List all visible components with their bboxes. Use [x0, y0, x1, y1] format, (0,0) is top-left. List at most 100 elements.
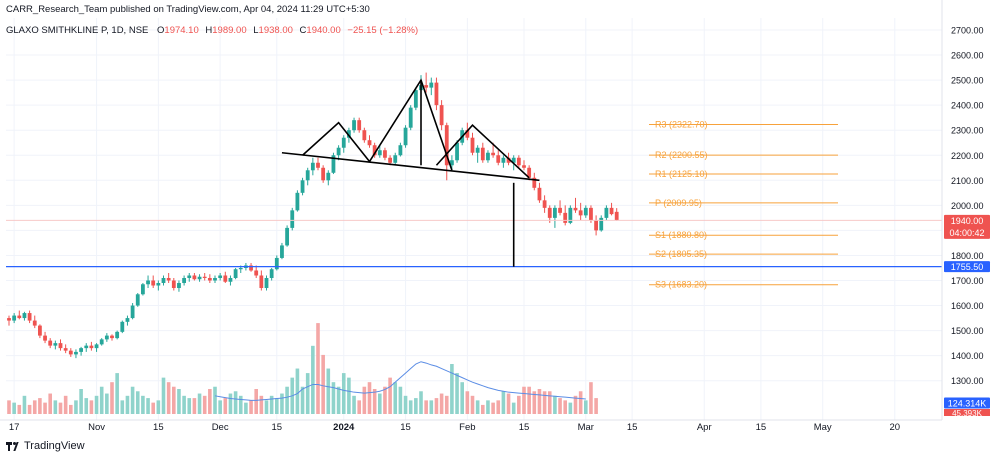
time-tick-label: 15: [400, 422, 411, 433]
candle-body: [53, 343, 58, 346]
time-tick-label: Nov: [88, 422, 105, 433]
volume-bar: [264, 400, 269, 414]
candle-body: [604, 207, 609, 218]
volume-bar: [434, 398, 439, 414]
volume-bar: [316, 323, 320, 414]
open-value: 1974.10: [164, 25, 199, 36]
time-tick-label: Apr: [697, 422, 712, 433]
chart-grid: [6, 18, 942, 420]
volume-bar: [89, 400, 94, 414]
volume-bar: [197, 393, 202, 414]
volume-bar: [357, 400, 361, 414]
candle-body: [532, 177, 537, 188]
volume-bar: [120, 400, 125, 414]
candle-body: [300, 180, 305, 193]
open-label: O: [157, 25, 165, 36]
price-tick-label: 2500.00: [951, 76, 984, 86]
volume-bar: [573, 395, 578, 414]
volume-bar: [300, 386, 305, 414]
volume-bar: [146, 398, 150, 414]
candle-body: [547, 207, 552, 218]
candle-body: [522, 165, 526, 168]
candle-body: [125, 318, 130, 322]
candle-body: [130, 305, 135, 319]
volume-bar: [151, 402, 155, 414]
candle-body: [177, 283, 181, 289]
volume-bar: [254, 389, 258, 414]
candle-body: [74, 351, 78, 355]
support-price-label: 1755.50: [951, 262, 984, 272]
candle-body: [480, 147, 485, 161]
volume-bar: [506, 393, 511, 414]
volume-bar: [393, 382, 398, 414]
volume-bar: [218, 400, 222, 414]
volume-bar: [280, 393, 284, 414]
low-value: 1938.00: [258, 25, 293, 36]
volume-bar: [269, 395, 274, 414]
pivot-label: S3 (1683.20): [655, 280, 707, 290]
drawings: R3 (2322.70) R2 (2200.55) R1 (2125.10) P (2…: [6, 78, 942, 290]
volume-bar: [563, 400, 567, 414]
candle-body: [115, 331, 120, 339]
candle-body: [444, 125, 449, 166]
volume-bar: [110, 382, 114, 414]
candle-body: [594, 220, 598, 231]
candle-body: [27, 313, 32, 321]
candle-body: [99, 339, 104, 345]
volume-bar: [372, 389, 377, 414]
candle-body: [58, 343, 63, 349]
price-tick-label: 2700.00: [951, 26, 984, 36]
volume-last-label: 45.393K: [952, 409, 982, 418]
volume-bar: [43, 402, 47, 414]
tradingview-icon: [6, 441, 20, 451]
pivot-label: S2 (1805.35): [655, 249, 707, 259]
candles: [7, 72, 619, 359]
candle-body: [352, 120, 356, 131]
volume-bar: [105, 393, 109, 414]
candle-body: [187, 275, 192, 278]
volume-bar: [460, 382, 464, 414]
time-tick-label: Mar: [578, 422, 594, 433]
volume-bar: [542, 391, 547, 414]
candle-body: [141, 284, 145, 295]
volume-bar: [233, 391, 238, 414]
candle-body: [583, 207, 588, 216]
candle-body: [79, 348, 83, 352]
volume-bar: [285, 386, 289, 414]
volume-bar: [223, 398, 228, 414]
volume-bar: [481, 404, 485, 414]
volume-bar: [17, 404, 22, 414]
candle-body: [264, 277, 269, 289]
price-tick-label: 1600.00: [951, 301, 984, 311]
price-tick-label: 2000.00: [951, 201, 984, 211]
volume-bar: [32, 400, 37, 414]
candle-body: [573, 207, 578, 211]
volume-bar: [527, 386, 531, 414]
time-tick-label: Feb: [459, 422, 475, 433]
candle-body: [182, 277, 186, 284]
price-tick-label: 2400.00: [951, 101, 984, 111]
candle-body: [496, 155, 501, 163]
tradingview-logo[interactable]: TradingView: [6, 440, 85, 452]
pivot-label: S1 (1880.80): [655, 230, 707, 240]
volume-bar: [99, 386, 104, 414]
volume-bar: [321, 354, 325, 414]
candle-body: [22, 313, 27, 319]
volume-bar: [331, 382, 336, 414]
volume-bar: [475, 400, 480, 414]
candle-body: [192, 275, 197, 280]
symbol-legend: GLAXO SMITHKLINE P, 1D, NSE O1974.10 H19…: [6, 25, 418, 36]
candle-body: [511, 157, 516, 163]
volume-bar: [228, 393, 233, 414]
candle-body: [120, 321, 125, 332]
candle-body: [63, 348, 68, 351]
volume-bar: [84, 398, 89, 414]
candle-body: [372, 145, 377, 156]
support-price-tag: [944, 261, 990, 273]
volume-bar: [130, 386, 135, 414]
volume-bar: [594, 398, 598, 414]
price-tick-label: 1500.00: [951, 326, 984, 336]
candle-body: [280, 245, 284, 258]
last-price-countdown: 04:00:42: [949, 228, 984, 238]
